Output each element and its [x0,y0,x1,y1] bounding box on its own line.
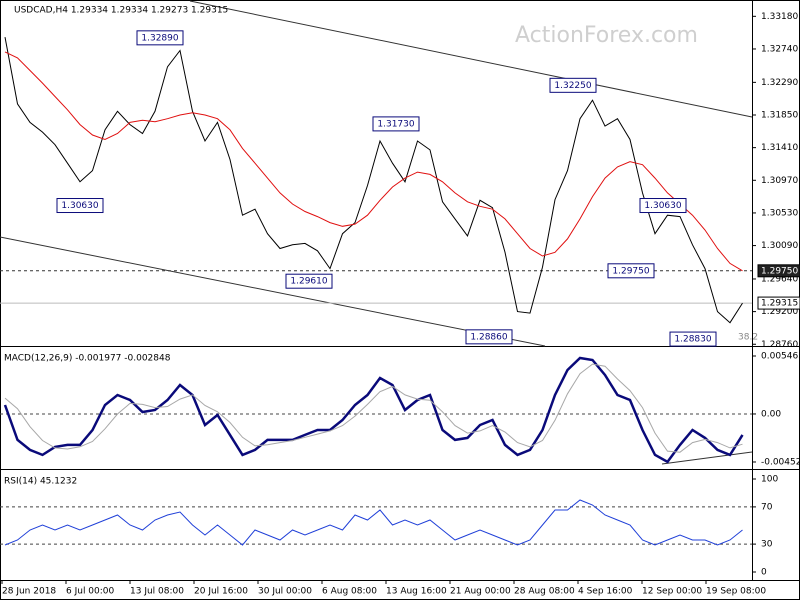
x-tick-label: 21 Aug 00:00 [450,587,511,597]
price-annotation: 1.30630 [644,201,681,211]
x-tick-label: 4 Sep 16:00 [578,587,633,597]
price-annotation: 1.29610 [290,277,327,287]
y-tick-label: 1.32290 [761,78,798,88]
panel-title: MACD(12,26,9) -0.001977 -0.002848 [4,354,171,364]
price-annotation-box [549,77,597,93]
price-level-label: 1.29750 [761,266,798,276]
series-line [4,363,743,453]
y-tick-label: -0.004527 [761,457,800,467]
price-annotation-box [136,30,184,46]
x-tick-label: 28 Jun 2018 [2,587,56,597]
price-annotation-box [285,273,333,289]
trend-line [0,236,546,347]
price-annotation-box [372,116,420,132]
price-annotation: 1.30630 [61,201,98,211]
x-tick-label: 19 Sep 08:00 [706,587,766,597]
y-tick-label: 0 [761,568,767,578]
panel-title: USDCAD,H4 1.29334 1.29334 1.29273 1.2931… [14,6,228,16]
trend-line [661,451,753,465]
y-tick-label: 30 [761,540,773,550]
price-annotation: 1.29750 [612,266,649,276]
y-tick-label: 70 [761,502,773,512]
x-tick-label: 30 Jul 00:00 [258,587,312,597]
price-annotation-box [607,263,655,279]
price-annotation: 1.32250 [554,81,591,91]
series-line [3,356,744,464]
y-tick-label: 1.30530 [761,208,798,218]
x-tick-label: 6 Aug 08:00 [322,587,377,597]
trend-line [189,0,753,118]
series-line [4,37,743,324]
price-annotation-box [639,198,687,214]
y-tick-label: 1.30970 [761,176,798,186]
y-tick-label: 100 [761,474,778,484]
y-tick-label: 1.31850 [761,111,798,121]
y-tick-label: 0.005465 [761,352,800,362]
price-level-label: 1.29315 [761,299,798,309]
watermark: ActionForex.com [515,23,698,48]
y-tick-label: 1.29640 [761,274,798,284]
x-tick-label: 13 Aug 16:00 [386,587,447,597]
series-line [4,51,743,272]
y-tick-label: 1.30090 [761,241,798,251]
price-level-box [757,296,800,310]
y-tick-label: 1.28760 [761,340,798,350]
price-annotation: 1.28830 [674,335,711,345]
price-annotation: 1.31730 [377,119,414,129]
series-line [4,499,743,546]
x-tick-label: 28 Aug 08:00 [514,587,575,597]
x-tick-label: 13 Jul 08:00 [130,587,184,597]
y-tick-label: 1.33180 [761,12,798,22]
y-tick-label: 1.29200 [761,307,798,317]
y-tick-label: 1.32740 [761,44,798,54]
price-annotation-box [56,198,104,214]
price-annotation: 1.32890 [141,33,178,43]
price-annotation-box [465,329,513,345]
x-tick-label: 6 Jul 00:00 [66,587,115,597]
y-tick-label: 1.31410 [761,143,798,153]
price-annotation-box [669,331,717,347]
fib-label: 38.2 [738,333,758,343]
panel-title: RSI(14) 45.1232 [4,477,77,487]
x-tick-label: 12 Sep 00:00 [642,587,702,597]
price-level-box [757,264,800,278]
price-annotation: 1.28860 [470,332,507,342]
x-tick-label: 20 Jul 16:00 [194,587,248,597]
y-tick-label: 0.00 [761,409,781,419]
